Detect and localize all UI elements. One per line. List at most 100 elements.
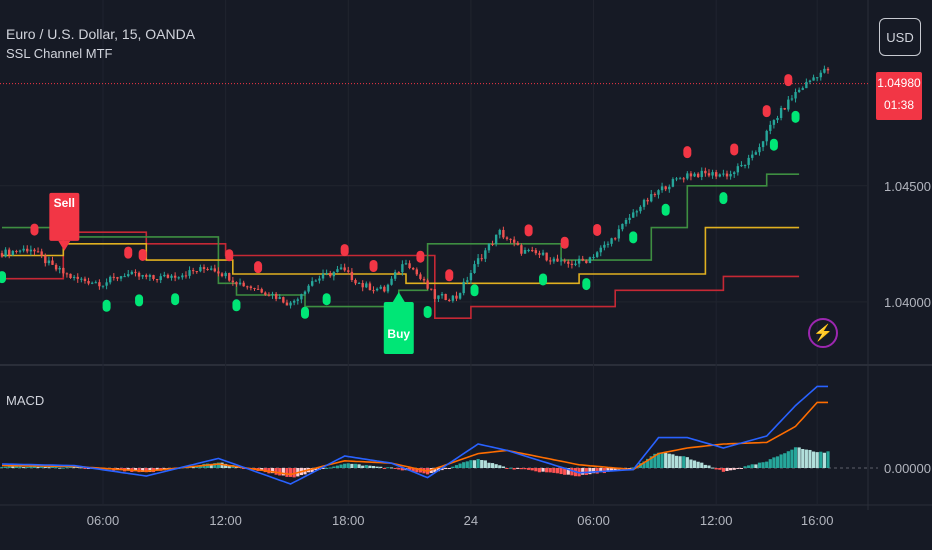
candle-body	[321, 273, 325, 279]
macd-histogram-bar	[757, 462, 762, 468]
candle-body	[231, 280, 235, 283]
sell-signal-arrow	[58, 240, 71, 251]
macd-histogram-bar	[790, 449, 794, 468]
macd-histogram-bar	[4, 466, 8, 468]
macd-histogram-bar	[732, 468, 736, 470]
ssl-channel-lines	[2, 173, 800, 319]
candle-body	[693, 173, 696, 177]
x-tick-label: 12:00	[209, 513, 242, 528]
buy-dot	[0, 271, 6, 284]
macd-histogram-bar	[710, 467, 715, 469]
macd-histogram-bar	[649, 456, 653, 468]
candle-body	[805, 81, 808, 89]
candle-body	[411, 268, 415, 270]
macd-histogram-bar	[400, 468, 404, 471]
macd-histogram-bar	[371, 465, 376, 468]
macd-histogram-bar	[646, 458, 650, 468]
macd-histogram-bar	[559, 468, 563, 475]
candle-body	[51, 260, 54, 265]
macd-histogram-bar	[678, 456, 682, 468]
candle-body	[127, 274, 130, 277]
macd-histogram-bar	[328, 467, 332, 469]
candle-body	[754, 152, 758, 155]
macd-indicator-name[interactable]: MACD	[6, 393, 45, 408]
x-tick-label: 18:00	[332, 513, 365, 528]
buy-signal-arrow	[392, 292, 405, 302]
candle-body	[188, 270, 191, 276]
candle-body	[451, 295, 455, 301]
macd-histogram-bar	[465, 461, 469, 468]
candle-body	[343, 267, 346, 271]
candle-body	[101, 285, 105, 287]
macd-histogram-bar	[725, 468, 729, 472]
macd-histogram-bar	[43, 467, 47, 469]
macd-histogram-bar	[339, 464, 343, 468]
candle-body	[119, 276, 123, 279]
sell-dot	[730, 143, 739, 156]
candle-body	[624, 219, 628, 224]
macd-histogram-bar	[458, 463, 462, 468]
macd-line	[1, 385, 828, 485]
candle-body	[523, 250, 527, 254]
candle-body	[534, 250, 538, 254]
macd-histogram-bar	[815, 452, 819, 468]
macd-histogram-bar	[793, 447, 798, 468]
buy-dot	[791, 110, 800, 123]
candle-body	[141, 275, 144, 277]
macd-histogram-bar	[563, 468, 567, 475]
macd-histogram-bar	[36, 466, 40, 468]
sell-signal-box[interactable]	[49, 192, 80, 241]
candle-body	[815, 77, 819, 79]
macd-histogram-bar	[606, 468, 610, 472]
candle-body	[155, 279, 159, 281]
macd-histogram-bar	[537, 468, 542, 473]
candle-body	[235, 282, 238, 285]
candle-body	[801, 88, 804, 90]
macd-histogram-bar	[25, 466, 29, 468]
indicator-name[interactable]: SSL Channel MTF	[6, 46, 113, 61]
lightning-bolt-icon[interactable]: ⚡	[808, 318, 838, 348]
macd-histogram-bar	[599, 468, 603, 473]
candle-body	[787, 99, 790, 110]
macd-histogram-bar	[490, 463, 495, 468]
candle-body	[83, 278, 87, 281]
macd-histogram-bar	[335, 465, 340, 468]
candle-body	[350, 271, 354, 280]
macd-histogram-bar	[768, 459, 772, 468]
sell-dot	[124, 246, 133, 259]
candle-body	[383, 286, 386, 292]
macd-histogram-bar	[729, 468, 733, 471]
macd-histogram-bar	[357, 464, 361, 468]
candle-body	[769, 124, 772, 131]
buy-dot	[470, 284, 479, 297]
x-tick-label: 24	[464, 513, 478, 528]
macd-histogram-bar	[285, 468, 289, 477]
candle-body	[494, 234, 498, 245]
candle-body	[689, 173, 693, 177]
candle-body	[783, 108, 786, 110]
currency-button[interactable]: USD	[879, 18, 921, 56]
candle-body	[195, 271, 198, 273]
macd-histogram-bar	[516, 468, 520, 469]
candle-body	[422, 278, 426, 281]
macd-histogram-bar	[721, 468, 725, 472]
candle-body	[458, 293, 462, 299]
buy-signal-box[interactable]	[383, 302, 414, 354]
candle-body	[256, 288, 260, 290]
macd-histogram-bar	[18, 466, 22, 468]
candle-body	[386, 284, 390, 292]
candle-body	[292, 300, 296, 303]
macd-signal-line	[2, 401, 828, 476]
macd-histogram-bar	[364, 465, 368, 468]
macd-histogram-bar	[433, 468, 437, 473]
macd-histogram-bar	[61, 467, 65, 469]
candle-body	[671, 179, 675, 187]
sell-dot	[225, 249, 234, 262]
candle-body	[678, 178, 682, 180]
macd-histogram-bar	[40, 466, 44, 468]
candle-body	[455, 295, 458, 299]
buy-dot	[135, 294, 144, 307]
sell-dot	[445, 269, 454, 282]
candle-body	[444, 293, 447, 301]
